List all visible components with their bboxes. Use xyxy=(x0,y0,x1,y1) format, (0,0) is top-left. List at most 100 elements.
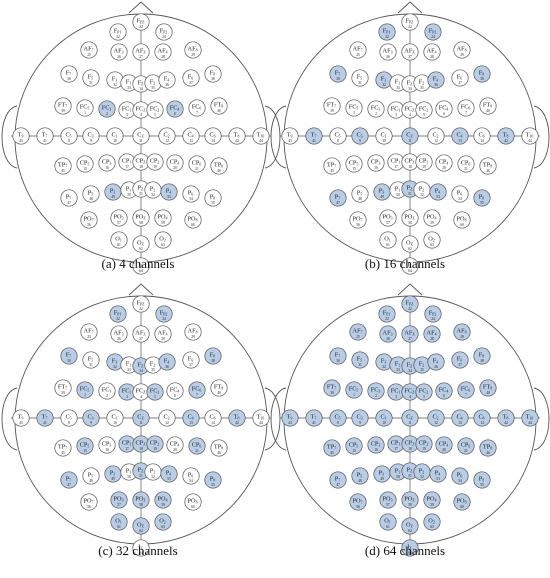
electrode-index: 58 xyxy=(408,221,412,225)
electrode-index: 44 xyxy=(528,139,532,143)
electrode-index: 53 xyxy=(167,477,171,481)
electrode-index: 44 xyxy=(528,421,532,425)
electrode-index: 3 xyxy=(126,395,128,399)
electrode-af8: AF829 xyxy=(185,324,201,340)
electrode-index: 56 xyxy=(87,223,91,227)
electrode-index: 18 xyxy=(408,447,412,451)
electrode-index: 5 xyxy=(154,395,156,399)
electrode-index: 55 xyxy=(211,201,215,205)
electrode-index: 11 xyxy=(408,139,412,143)
electrode-index: 30 xyxy=(67,77,71,81)
electrode-fc6: FC67 xyxy=(189,382,205,398)
electrode-t8: T842 xyxy=(229,410,245,426)
electrode-f4: F436 xyxy=(428,354,444,370)
electrode-index: 6 xyxy=(443,394,445,398)
electrode-index: 27 xyxy=(408,337,412,341)
electrode-fc3: FC32 xyxy=(99,101,115,117)
electrode-o1: O161 xyxy=(380,232,396,248)
electrode-index: 62 xyxy=(139,247,143,251)
electrode-index: 62 xyxy=(139,529,143,533)
electrode-nz: FPZ22 xyxy=(133,296,149,312)
electrode-po4: PO459 xyxy=(155,492,171,508)
electrode-fc6: FC67 xyxy=(458,100,474,116)
electrode-index: 35 xyxy=(151,86,155,90)
nose xyxy=(129,284,153,295)
electrode-index: 36 xyxy=(165,83,169,87)
electrode-index: 3 xyxy=(126,113,128,117)
electrode-index: 2 xyxy=(375,394,377,398)
electrode-index: 61 xyxy=(386,525,390,529)
electrode-index: 46 xyxy=(486,451,490,455)
electrode-index: 20 xyxy=(173,166,177,170)
electrode-af3: AF326 xyxy=(111,326,127,342)
electrode-index: 38 xyxy=(480,359,484,363)
electrode-index: 37 xyxy=(458,363,462,367)
electrode-index: 3 xyxy=(395,395,397,399)
electrode-index: 59 xyxy=(161,221,165,225)
electrode-index: 31 xyxy=(89,81,93,85)
electrode-nz: FPZ22 xyxy=(402,14,418,30)
electrode-index: 28 xyxy=(161,337,165,341)
electrode-cp4: CP420 xyxy=(167,155,183,171)
electrode-cp5: CP515 xyxy=(346,438,362,454)
electrode-index: 7 xyxy=(465,393,467,397)
electrode-index: 51 xyxy=(139,192,143,196)
electrode-cp5: CP515 xyxy=(77,438,93,454)
electrode-p6: P654 xyxy=(183,468,199,484)
electrode-t8: T842 xyxy=(229,128,245,144)
electrode-cp2: CP219 xyxy=(416,154,432,170)
electrode-p7: P747 xyxy=(330,190,346,206)
electrode-index: 27 xyxy=(139,55,143,59)
electrode-index: 32 xyxy=(113,365,117,369)
electrode-index: 45 xyxy=(61,169,65,173)
electrode-index: 9 xyxy=(90,421,92,425)
electrode-cp3: CP316 xyxy=(99,155,115,171)
electrode-index: 48 xyxy=(358,197,362,201)
electrode-po8: PO860 xyxy=(454,494,470,510)
electrode-index: 24 xyxy=(431,317,435,321)
electrode-po4: PO459 xyxy=(424,210,440,226)
electrode-index: 3 xyxy=(395,113,397,117)
electrode-fc3: FC32 xyxy=(368,383,384,399)
electrode-index: 45 xyxy=(330,451,334,455)
electrode-p7: P747 xyxy=(330,472,346,488)
electrode-index: 1 xyxy=(353,111,355,115)
electrode-tp8: TP846 xyxy=(211,440,227,456)
electrode-index: 35 xyxy=(420,368,424,372)
electrode-c3: C39 xyxy=(83,128,99,144)
electrode-index: 6 xyxy=(443,112,445,116)
electrode-c1: C110 xyxy=(107,410,123,426)
electrode-tp7: TP745 xyxy=(324,440,340,456)
electrode-index: 58 xyxy=(139,221,143,225)
electrode-t10: T1044 xyxy=(522,128,538,144)
electrode-t10: T1044 xyxy=(253,128,269,144)
electrode-cp3: CP316 xyxy=(368,437,384,453)
electrode-index: 17 xyxy=(125,165,129,169)
electrode-afz: AFZ27 xyxy=(133,326,149,342)
electrode-p5: P548 xyxy=(352,468,368,484)
electrode-c5: C58 xyxy=(61,410,77,426)
electrode-index: 26 xyxy=(117,55,121,59)
electrode-index: 48 xyxy=(89,197,93,201)
electrode-index: 53 xyxy=(436,195,440,199)
electrode-index: 33 xyxy=(396,86,400,90)
electrode-o1: O161 xyxy=(111,514,127,530)
electrode-fp1: FP122 xyxy=(110,24,126,40)
electrode-tp8: TP846 xyxy=(480,440,496,456)
electrode-index: 25 xyxy=(356,335,360,339)
electrode-p3: P349 xyxy=(105,466,121,482)
electrode-index: 13 xyxy=(458,421,462,425)
electrode-index: 37 xyxy=(189,363,193,367)
electrode-index: 4 xyxy=(140,395,142,399)
electrode-oz: OZ62 xyxy=(402,236,418,252)
panel-caption: (a) 4 channels xyxy=(102,256,175,271)
